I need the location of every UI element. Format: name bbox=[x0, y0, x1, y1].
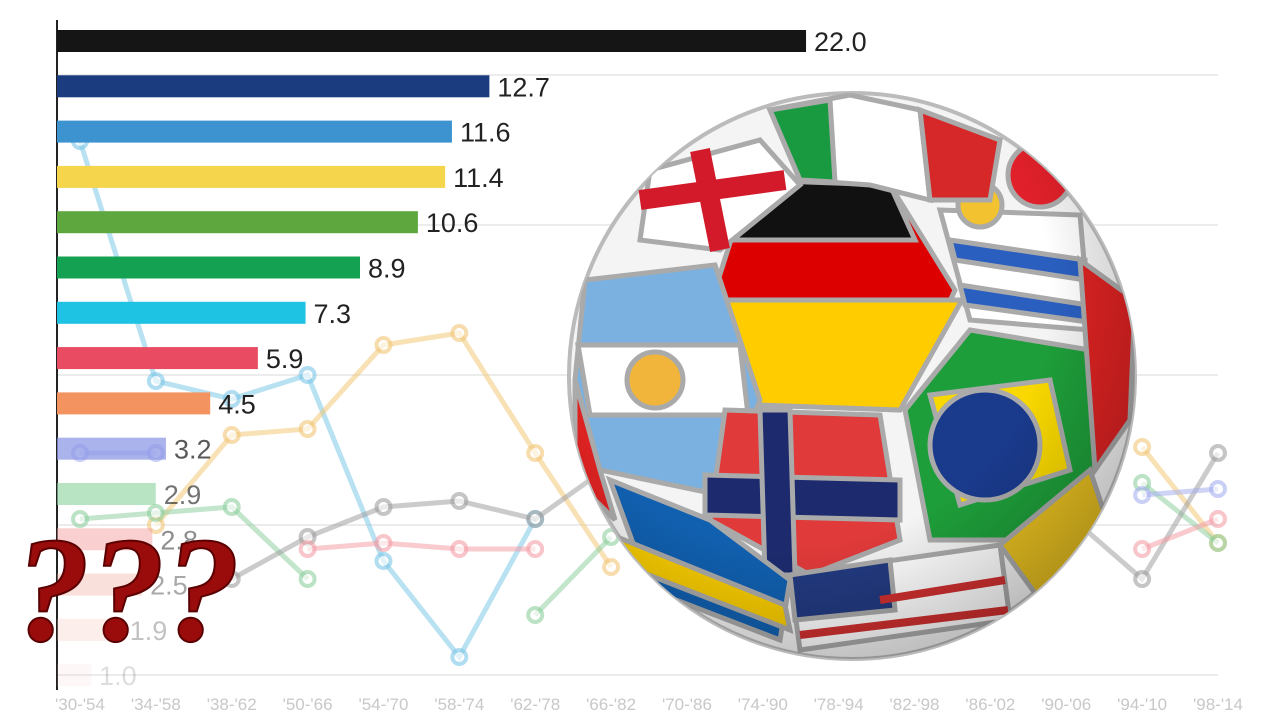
line-point bbox=[374, 336, 393, 354]
line-layer: '30-'54 '34-'58 '38-'62 '50-'66 '54-'70 '58-'… bbox=[55, 74, 1243, 714]
line-point bbox=[450, 492, 469, 510]
value-label: 7.3 bbox=[314, 299, 352, 329]
bar bbox=[57, 75, 490, 98]
line-point bbox=[222, 426, 241, 444]
line-point bbox=[1133, 540, 1152, 558]
x-tick-label: '66-'82 bbox=[586, 695, 636, 714]
line-series bbox=[1141, 486, 1219, 498]
x-tick-label: '38-'62 bbox=[207, 695, 257, 714]
line-point bbox=[298, 420, 317, 438]
line-point bbox=[1209, 444, 1227, 462]
line-series bbox=[230, 462, 613, 582]
value-label: 11.4 bbox=[453, 163, 504, 193]
value-label: 2.5 bbox=[150, 571, 188, 601]
line-point bbox=[526, 510, 545, 528]
x-tick-label: '70-'86 bbox=[662, 695, 712, 714]
bar bbox=[57, 347, 258, 370]
line-series bbox=[533, 535, 613, 617]
value-label: 3.2 bbox=[174, 435, 212, 465]
line-point bbox=[146, 372, 165, 390]
bar bbox=[57, 165, 446, 188]
x-tick-label: '30-'54 bbox=[55, 695, 105, 714]
x-tick-label: '78-'94 bbox=[814, 695, 864, 714]
bar bbox=[57, 392, 211, 415]
line-point bbox=[374, 552, 393, 570]
value-label: 1.9 bbox=[130, 616, 168, 646]
bar bbox=[57, 664, 92, 687]
bar bbox=[57, 618, 122, 641]
value-label: 4.5 bbox=[218, 389, 256, 419]
line-point bbox=[298, 366, 317, 384]
bar-layer: 22.0 12.7 11.6 11.4 10.6 8.9 7.3 5.9 4.53.2 2.9 2.… bbox=[56, 20, 867, 691]
line-point bbox=[602, 558, 621, 576]
x-tick-label: '86-'02 bbox=[965, 695, 1015, 714]
line-point bbox=[298, 540, 317, 558]
x-tick-label: '34-'58 bbox=[131, 695, 181, 714]
line-series bbox=[307, 540, 536, 552]
bar bbox=[57, 573, 143, 596]
bar bbox=[57, 528, 153, 551]
value-label: 12.7 bbox=[497, 72, 550, 102]
bar bbox=[57, 301, 306, 324]
line-point bbox=[526, 444, 545, 462]
line-point bbox=[222, 570, 241, 588]
value-label: 11.6 bbox=[460, 118, 511, 148]
line-point bbox=[1209, 480, 1227, 498]
line-point bbox=[222, 390, 241, 408]
x-tick-label: '50-'66 bbox=[283, 695, 333, 714]
x-tick-label: '90-'06 bbox=[1041, 695, 1091, 714]
value-label: 2.9 bbox=[164, 480, 202, 510]
x-tick-label: '62-'78 bbox=[510, 695, 560, 714]
soccer-ball bbox=[567, 91, 1137, 661]
x-tick-label: '58-'74 bbox=[434, 695, 484, 714]
line-point bbox=[374, 498, 393, 516]
line-point bbox=[1209, 534, 1227, 552]
bar bbox=[57, 437, 166, 460]
line-point bbox=[1133, 570, 1152, 588]
x-tick-label: '98-'14 bbox=[1193, 695, 1243, 714]
line-series bbox=[1141, 516, 1219, 552]
line-point bbox=[1133, 438, 1152, 456]
line-point bbox=[146, 504, 165, 522]
line-point bbox=[71, 510, 89, 528]
line-point bbox=[450, 648, 469, 666]
annotation: ??? bbox=[15, 507, 240, 673]
line-series bbox=[1140, 445, 1220, 545]
x-tick-label: '54-'70 bbox=[358, 695, 408, 714]
value-label: 22.0 bbox=[814, 27, 867, 57]
bar bbox=[57, 120, 452, 143]
line-point bbox=[374, 534, 393, 552]
line-point bbox=[222, 498, 241, 516]
value-label: 8.9 bbox=[368, 254, 406, 284]
bar bbox=[57, 211, 418, 234]
line-point bbox=[526, 540, 545, 558]
line-point bbox=[1133, 486, 1152, 504]
line-point bbox=[1209, 510, 1227, 528]
bar bbox=[57, 483, 156, 505]
value-label: 1.0 bbox=[99, 661, 137, 691]
bar bbox=[57, 256, 361, 279]
x-tick-label: '74-'90 bbox=[738, 695, 788, 714]
x-tick-label: '94-'10 bbox=[1117, 695, 1167, 714]
line-point bbox=[450, 540, 469, 558]
bar bbox=[57, 30, 807, 52]
value-label: 2.8 bbox=[160, 525, 198, 555]
value-label: 5.9 bbox=[266, 344, 304, 374]
line-point bbox=[450, 324, 469, 342]
line-point bbox=[526, 606, 545, 624]
value-label: 10.6 bbox=[426, 208, 479, 238]
line-point bbox=[298, 570, 317, 588]
line-series bbox=[79, 504, 310, 581]
x-tick-label: '82-'98 bbox=[890, 695, 940, 714]
